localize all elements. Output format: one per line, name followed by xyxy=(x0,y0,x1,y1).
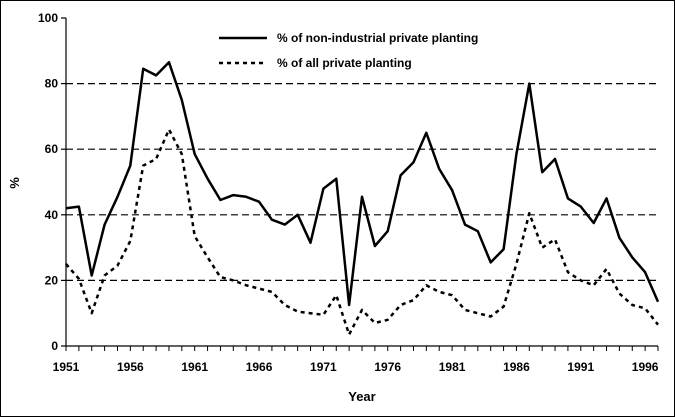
point-all-private-1986 xyxy=(515,263,517,265)
point-all-private-1966 xyxy=(258,287,260,289)
grid-lines xyxy=(66,84,658,281)
point-all-private-1961 xyxy=(193,235,195,237)
series-line-all-private xyxy=(66,130,658,335)
x-axis-title: Year xyxy=(348,389,375,404)
x-tick-label: 1961 xyxy=(181,360,208,374)
legend: % of non-industrial private planting % o… xyxy=(219,31,478,70)
point-all-private-1996 xyxy=(644,307,646,309)
y-tick-label: 40 xyxy=(45,208,59,222)
x-tick-label: 1971 xyxy=(310,360,337,374)
y-tick-label: 100 xyxy=(38,11,58,25)
legend-label-non-industrial: % of non-industrial private planting xyxy=(277,31,478,45)
x-tick-label: 1991 xyxy=(567,360,594,374)
x-tick-label: 1951 xyxy=(53,360,80,374)
y-tick-label: 80 xyxy=(45,77,59,91)
point-all-private-1980 xyxy=(438,291,440,293)
x-tick-label: 1976 xyxy=(374,360,401,374)
point-all-private-1963 xyxy=(219,276,221,278)
y-tick-label: 60 xyxy=(45,142,59,156)
x-tick-label: 1986 xyxy=(503,360,530,374)
point-all-private-1972 xyxy=(335,294,337,296)
x-tick-label: 1956 xyxy=(117,360,144,374)
x-tick-label: 1996 xyxy=(632,360,659,374)
y-axis-title: % xyxy=(7,177,22,189)
x-tick-label: 1966 xyxy=(246,360,273,374)
point-all-private-1977 xyxy=(399,304,401,306)
legend-label-all-private: % of all private planting xyxy=(277,56,412,70)
y-tick-label: 20 xyxy=(45,273,59,287)
series-line-non-industrial xyxy=(66,62,658,305)
point-all-private-1968 xyxy=(284,304,286,306)
point-all-private-1975 xyxy=(374,322,376,324)
series-lines xyxy=(65,61,659,336)
y-tick-label: 0 xyxy=(51,339,58,353)
x-tick-label: 1981 xyxy=(439,360,466,374)
